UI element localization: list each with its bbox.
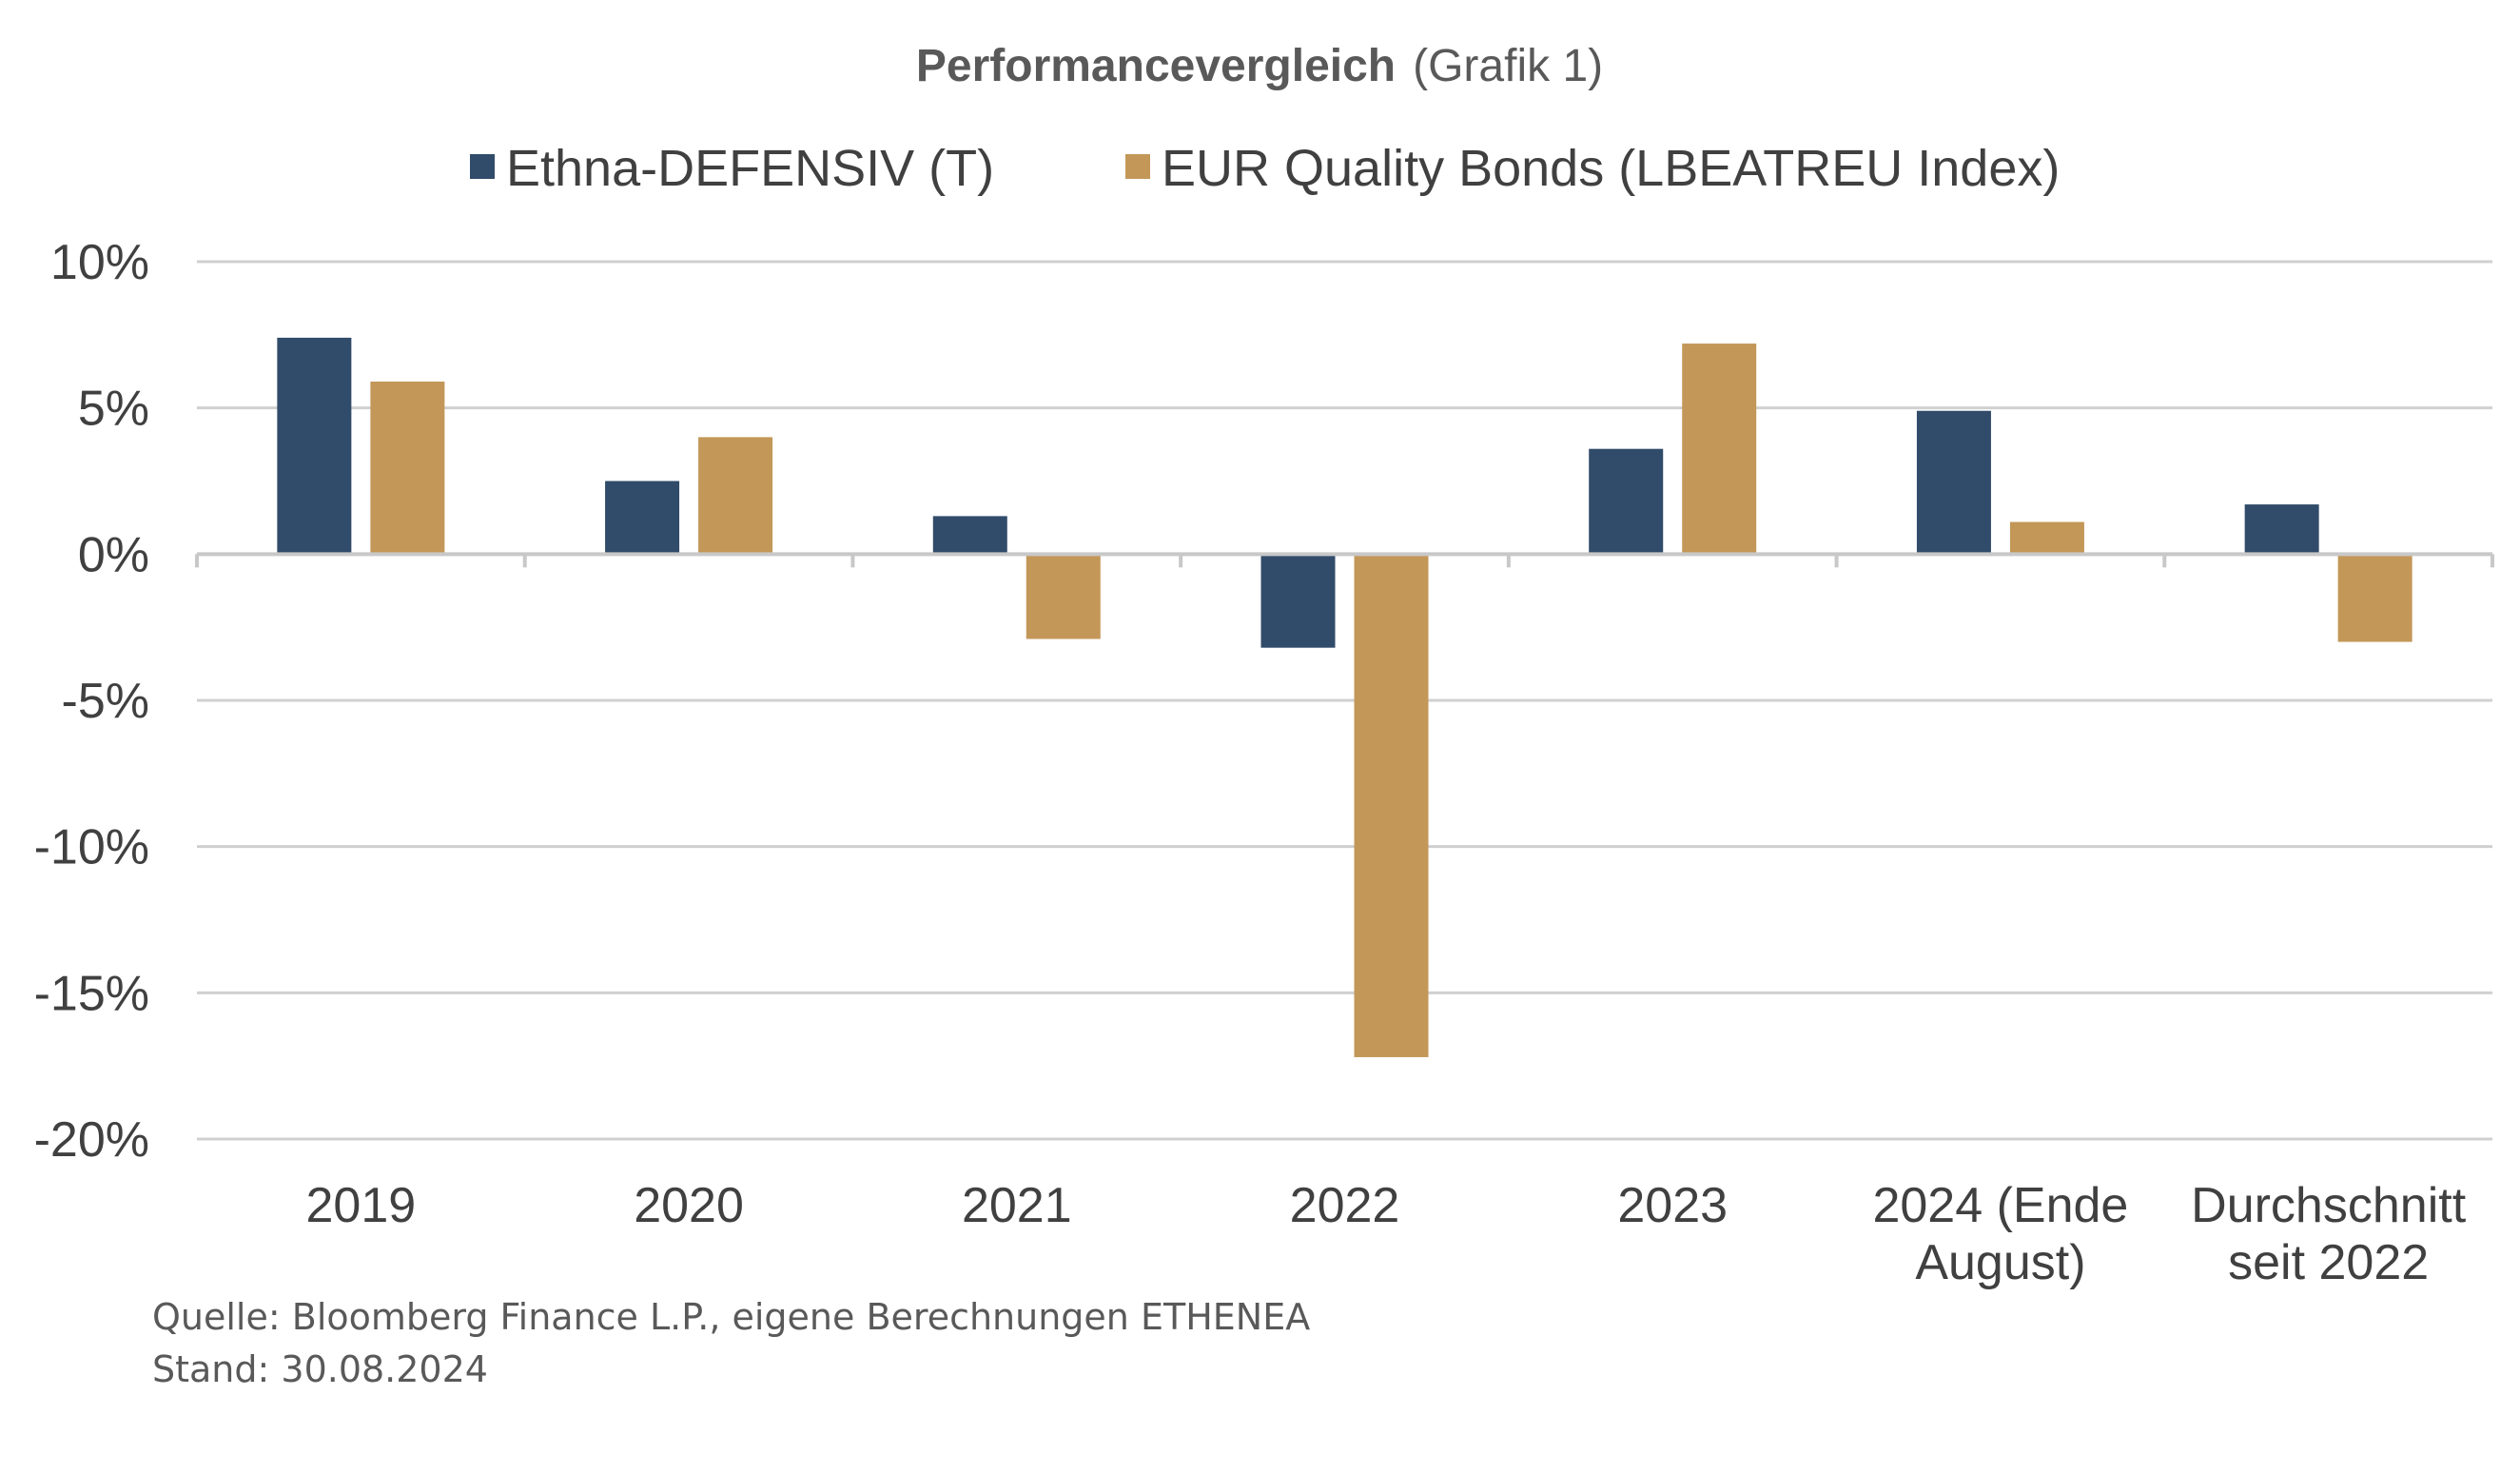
gridlines xyxy=(197,260,2492,1141)
y-tick-label: -5% xyxy=(62,674,149,729)
bar-ethna xyxy=(1260,554,1336,648)
bar-ethna xyxy=(277,337,352,555)
y-tick-label: 10% xyxy=(50,235,149,290)
footnote-date: Stand: 30.08.2024 xyxy=(152,1348,488,1390)
bar-eur-quality-bonds xyxy=(2009,521,2084,555)
bar-eur-quality-bonds xyxy=(2337,554,2413,642)
bar-ethna xyxy=(605,481,680,555)
bar-eur-quality-bonds xyxy=(1354,554,1429,1057)
legend-label-eur-quality-bonds: EUR Quality Bonds (LBEATREU Index) xyxy=(1162,140,2060,197)
x-axis xyxy=(195,552,2494,568)
x-category-label: 2019 xyxy=(306,1178,417,1233)
bar-ethna xyxy=(1589,448,1664,555)
legend-swatch-eur-quality-bonds xyxy=(1125,154,1150,179)
bar-eur-quality-bonds xyxy=(1682,344,1757,555)
bar-ethna xyxy=(932,516,1007,555)
y-tick-label: 0% xyxy=(78,527,149,582)
legend: Ethna-DEFENSIV (T) EUR Quality Bonds (LB… xyxy=(470,140,2060,197)
bar-ethna xyxy=(2244,504,2319,555)
y-tick-label: 5% xyxy=(78,382,149,437)
bar-ethna xyxy=(1916,410,1991,555)
x-category-label: 2021 xyxy=(962,1178,1072,1233)
chart-title: Performancevergleich xyxy=(916,41,1396,91)
bar-eur-quality-bonds xyxy=(1026,554,1101,639)
footnote-source: Quelle: Bloomberg Finance L.P., eigene B… xyxy=(152,1296,1310,1338)
chart-title-line: Performancevergleich (Grafik 1) xyxy=(916,41,1603,91)
y-tick-label: -20% xyxy=(34,1112,149,1168)
legend-label-ethna: Ethna-DEFENSIV (T) xyxy=(506,140,994,197)
x-category-label: 2024 (Ende August) xyxy=(1872,1178,2128,1290)
x-category-label: 2022 xyxy=(1290,1178,1400,1233)
y-axis-tick-labels: 10% 5% 0% -5% -10% -15% -20% xyxy=(34,235,149,1168)
bars xyxy=(277,337,2413,1057)
chart-title-suffix: (Grafik 1) xyxy=(1413,41,1603,91)
y-tick-label: -10% xyxy=(34,820,149,875)
bar-eur-quality-bonds xyxy=(370,382,445,555)
bar-eur-quality-bonds xyxy=(698,437,773,555)
x-category-label: Durchschnitt seit 2022 xyxy=(2191,1178,2467,1290)
x-category-label: 2023 xyxy=(1617,1178,1728,1233)
x-category-label: 2020 xyxy=(634,1178,744,1233)
legend-swatch-ethna xyxy=(470,154,495,179)
y-tick-label: -15% xyxy=(34,966,149,1021)
x-axis-category-labels: 2019 2020 2021 2022 2023 2024 (Ende August) Dur… xyxy=(306,1178,2467,1290)
